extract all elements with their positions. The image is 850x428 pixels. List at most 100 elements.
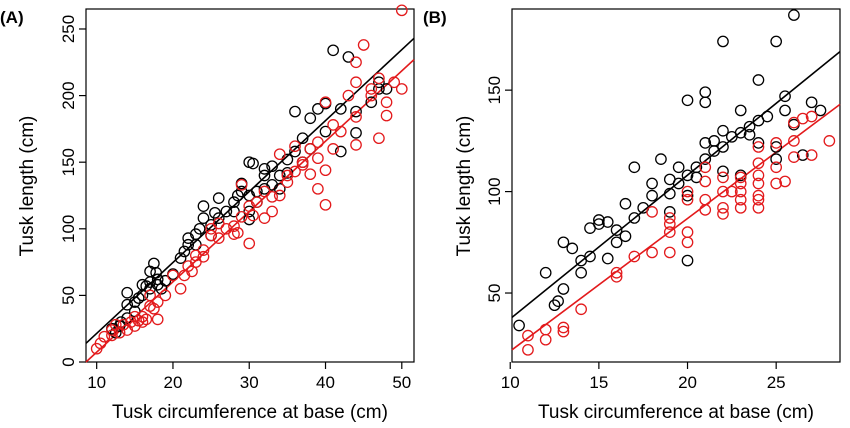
black-data-point (373, 76, 385, 89)
red-data-point (734, 185, 747, 198)
red-data-point (273, 189, 286, 202)
red-data-point (312, 152, 324, 165)
red-data-point (231, 226, 244, 239)
red-data-point (610, 266, 623, 279)
red-data-point (663, 212, 676, 224)
red-data-point (788, 151, 800, 163)
black-data-point (646, 177, 658, 190)
black-data-point (231, 189, 244, 202)
black-data-point (655, 153, 667, 165)
red-data-point (380, 96, 393, 109)
black-data-point (319, 125, 332, 138)
red-data-point (539, 333, 552, 346)
red-data-point (681, 185, 694, 198)
black-data-point (717, 35, 729, 48)
red-data-point (717, 201, 729, 214)
black-data-point (350, 127, 362, 139)
red-data-point (734, 171, 747, 184)
black-data-point (734, 104, 747, 117)
red-data-point (342, 89, 355, 102)
red-data-point (334, 125, 347, 138)
red-data-point (304, 168, 317, 181)
red-data-point (779, 175, 791, 188)
black-data-point (304, 112, 317, 125)
red-data-point (243, 237, 256, 250)
red-data-point (788, 135, 800, 147)
red-data-point (205, 222, 217, 235)
red-data-point (304, 143, 317, 155)
black-data-point (770, 141, 783, 153)
red-data-point (681, 226, 694, 239)
black-data-point (243, 213, 256, 226)
red-data-point (312, 136, 324, 149)
red-data-point (350, 139, 362, 151)
red-data-point (646, 206, 658, 218)
panel-a-y-axis-title: Tusk length (cm) (17, 116, 38, 257)
black-data-point (243, 205, 256, 218)
red-data-point (522, 329, 534, 342)
red-data-point (212, 217, 225, 230)
black-data-point (779, 104, 791, 117)
black-data-point (672, 161, 685, 174)
red-data-point (610, 270, 623, 283)
black-data-point (770, 35, 783, 48)
black-data-point (601, 252, 614, 265)
y-tick-label: 150 (485, 76, 504, 104)
red-data-point (167, 269, 179, 282)
panel-a-label: (A) (0, 8, 24, 27)
red-data-point (752, 201, 765, 214)
red-data-point (174, 282, 187, 295)
red-data-point (228, 220, 240, 232)
black-data-point (121, 298, 134, 311)
red-data-point (235, 178, 248, 191)
black-data-point (717, 124, 729, 137)
x-tick-label: 20 (163, 373, 182, 392)
y-tick-label: 200 (59, 81, 78, 109)
black-data-point (182, 238, 195, 251)
red-data-point (395, 4, 408, 17)
red-data-point (699, 193, 712, 206)
red-data-point (752, 141, 765, 153)
black-data-point (258, 169, 271, 182)
red-data-point (94, 337, 107, 350)
red-data-point (128, 310, 141, 323)
red-data-point (350, 111, 362, 123)
x-tick-label: 40 (316, 373, 335, 392)
black-data-point (121, 286, 134, 299)
black-data-point (805, 96, 818, 109)
red-data-point (357, 39, 370, 51)
red-data-point (575, 303, 587, 316)
black-data-point (247, 157, 259, 170)
black-data-point (334, 145, 347, 158)
black-data-point (610, 236, 623, 249)
panel-b-scatter-plot: (B) 10 15 20 25 50 100 150 Tusk circumference… (423, 8, 841, 423)
black-data-point (628, 161, 641, 174)
black-data-point (593, 214, 605, 226)
red-data-point (395, 83, 408, 95)
black-data-point (672, 177, 685, 190)
black-data-point (610, 224, 623, 236)
panel-a-plot-frame (85, 8, 415, 363)
black-data-point (619, 197, 632, 210)
black-data-point (258, 162, 271, 175)
black-data-point (743, 120, 756, 133)
red-data-point (189, 249, 202, 262)
black-data-point (690, 161, 703, 174)
red-data-point (646, 246, 658, 259)
panel-b-x-axis-title: Tusk circumference at base (cm) (538, 402, 814, 423)
black-data-point (174, 252, 187, 264)
black-data-point (752, 137, 765, 149)
black-data-point (646, 189, 658, 202)
red-data-point (159, 289, 172, 302)
red-data-point (197, 244, 210, 256)
panel-b-y-axis-title: Tusk length (cm) (454, 116, 475, 257)
y-tick-label: 250 (59, 15, 78, 43)
red-data-point (296, 156, 309, 169)
black-data-point (681, 189, 694, 202)
red-data-point (388, 76, 401, 89)
panel-b-x-ticks: 10 15 20 25 (501, 362, 786, 392)
y-tick-label: 150 (59, 148, 78, 176)
black-data-point (289, 105, 301, 118)
red-data-point (752, 189, 765, 202)
black-data-point (628, 212, 641, 224)
